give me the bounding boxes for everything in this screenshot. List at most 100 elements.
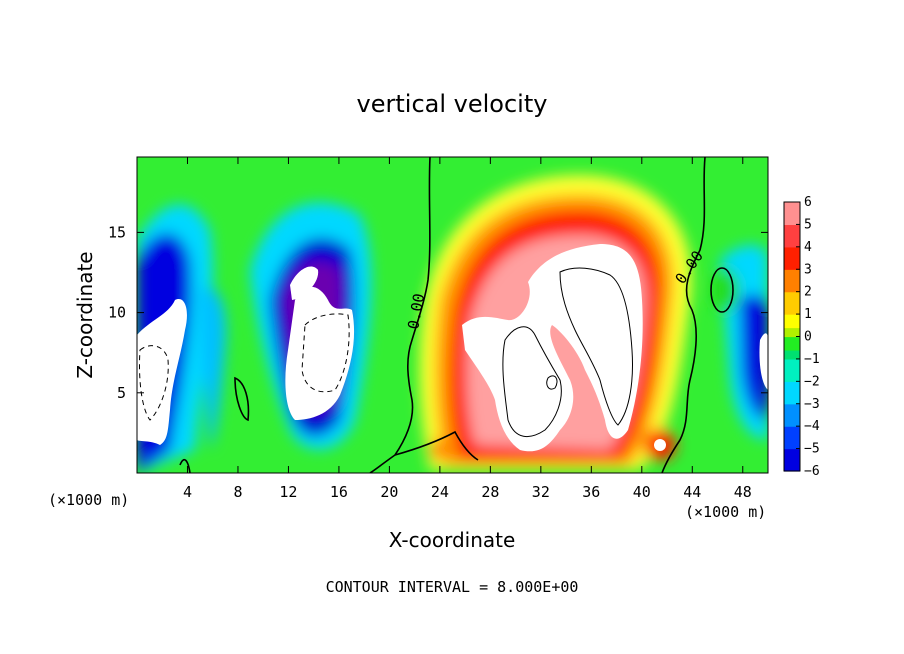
- negative-contour-2: [301, 313, 350, 393]
- colorbar-band: [784, 340, 800, 347]
- colorbar-band: [784, 403, 800, 409]
- colorbar-band: [784, 417, 800, 423]
- colorbar-band: [784, 372, 800, 378]
- colorbar-band: [784, 412, 800, 418]
- colorbar-tick-label: −5: [804, 442, 820, 457]
- colorbar-tick-label: −1: [804, 352, 820, 367]
- colorbar-band: [784, 282, 800, 288]
- x-unit-right: (×1000 m): [685, 503, 766, 521]
- zero-contour-left: [369, 157, 431, 473]
- colorbar-band: [784, 323, 800, 329]
- colorbar-band: [784, 206, 800, 212]
- y-tick-label: 15: [108, 223, 126, 241]
- colorbar-band: [784, 278, 800, 284]
- colorbar-band: [784, 318, 800, 324]
- colorbar-tick-label: −4: [804, 419, 820, 434]
- colorbar-band: [784, 408, 800, 414]
- colorbar-band: [784, 444, 800, 450]
- colorbar-band: [784, 376, 800, 382]
- zero-contour-ring: [710, 267, 734, 313]
- white-right: [759, 333, 768, 390]
- colorbar-tick-label: 4: [804, 240, 812, 255]
- colorbar-tick-label: 3: [804, 262, 812, 277]
- y-tick-label: 10: [108, 304, 126, 322]
- x-tick-label: 12: [279, 483, 297, 501]
- white-center: [462, 244, 643, 452]
- x-tick-label: 24: [431, 483, 449, 501]
- white-cell: [654, 439, 666, 451]
- colorbar-tick-label: −3: [804, 397, 820, 412]
- x-tick-label: 40: [633, 483, 651, 501]
- y-axis-label: Z-coordinate: [73, 251, 97, 378]
- colorbar-band: [784, 390, 800, 396]
- chart-title: vertical velocity: [357, 90, 548, 118]
- colorbar: 6 5 4 3 2 1 0 −1 −2 −3 −4 −5 −6: [783, 195, 820, 479]
- colorbar-band: [784, 399, 800, 405]
- y-tick-label: 5: [117, 384, 126, 402]
- zero-contour-right: [661, 157, 706, 473]
- colorbar-band: [784, 260, 800, 266]
- colorbar-band: [784, 291, 800, 297]
- colorbar-tick-label: 6: [804, 195, 812, 210]
- colorbar-band: [784, 237, 800, 243]
- colorbar-band: [784, 453, 800, 459]
- colorbar-band: [784, 287, 800, 293]
- colorbar-band: [784, 215, 800, 221]
- velocity-field: 0.00 0.00: [137, 157, 768, 473]
- colorbar-band: [784, 439, 800, 445]
- x-tick-label: 44: [683, 483, 701, 501]
- downdraft-left-small: [200, 287, 226, 450]
- y-axis-ticks: 5 10 15: [108, 223, 768, 402]
- x-tick-label: 16: [330, 483, 348, 501]
- colorbar-tick-label: 2: [804, 285, 812, 300]
- colorbar-band: [784, 273, 800, 279]
- plot-frame: [136, 156, 769, 474]
- colorbar-band: [784, 246, 800, 252]
- zero-contour-small-2: [179, 458, 191, 473]
- colorbar-band: [784, 255, 800, 261]
- colorbar-band: [784, 349, 800, 356]
- downdraft-right-core: [740, 294, 768, 420]
- colorbar-band: [784, 421, 800, 427]
- colorbar-tick-label: 0: [804, 330, 812, 345]
- x-unit-left: (×1000 m): [48, 491, 129, 509]
- x-axis-ticks: 4 8 12 16 20 24 28 32 36 40 44 48: [183, 157, 752, 501]
- colorbar-tick-label: 1: [804, 307, 812, 322]
- x-axis-label: X-coordinate: [389, 528, 516, 552]
- negative-contour-1: [139, 345, 169, 421]
- colorbar-band: [784, 430, 800, 436]
- positive-contour-2: [559, 267, 633, 426]
- colorbar-band: [784, 305, 800, 311]
- colorbar-band: [784, 385, 800, 391]
- positive-contours: [502, 267, 633, 438]
- zero-contour-lower: [394, 430, 479, 461]
- colorbar-band: [784, 251, 800, 257]
- colorbar-band: [784, 363, 800, 369]
- colorbar-band: [784, 381, 800, 387]
- colorbar-band: [784, 457, 800, 463]
- white-left-1: [137, 299, 187, 445]
- colorbar-band: [784, 202, 800, 208]
- contour-interval-note: CONTOUR INTERVAL = 8.000E+00: [326, 578, 579, 596]
- x-tick-label: 36: [582, 483, 600, 501]
- colorbar-band: [784, 367, 800, 373]
- negative-contours: [139, 313, 350, 421]
- colorbar-band: [784, 219, 800, 226]
- colorbar-band: [784, 300, 800, 306]
- colorbar-band: [784, 228, 800, 234]
- colorbar-band: [784, 354, 800, 360]
- colorbar-band: [784, 336, 800, 342]
- colorbar-band: [784, 332, 800, 338]
- colorbar-tick-label: −2: [804, 374, 820, 389]
- colorbar-band: [784, 224, 800, 230]
- colorbar-band: [784, 314, 800, 320]
- colorbar-band: [784, 269, 800, 275]
- colorbar-tick-label: −6: [804, 464, 820, 479]
- colorbar-band: [784, 345, 800, 351]
- zero-contour-small-1: [234, 376, 250, 422]
- x-tick-label: 48: [734, 483, 752, 501]
- colorbar-band: [784, 309, 800, 315]
- contour-label-left: 0.00: [404, 292, 428, 331]
- x-tick-label: 32: [532, 483, 550, 501]
- x-tick-label: 28: [481, 483, 499, 501]
